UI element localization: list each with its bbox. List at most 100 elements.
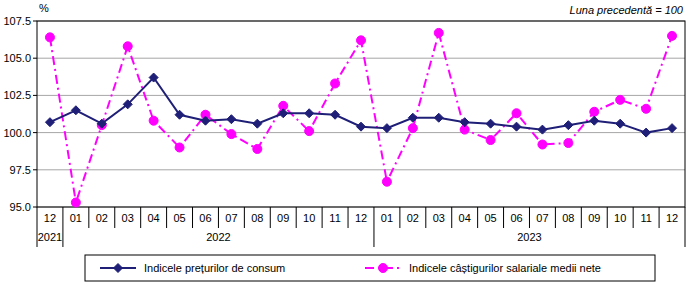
x-tick-label: 09	[588, 212, 600, 224]
year-label: 2022	[206, 231, 230, 243]
x-tick	[270, 207, 271, 228]
x-tick	[477, 207, 478, 228]
grid-line	[37, 132, 685, 133]
y-tick	[33, 95, 37, 96]
x-tick-label: 10	[614, 212, 626, 224]
series-marker	[175, 110, 184, 119]
series-marker	[486, 119, 495, 128]
y-tick-label: 95.0	[10, 201, 31, 213]
series-marker	[123, 42, 132, 51]
series-marker	[305, 109, 314, 118]
x-tick	[322, 207, 323, 228]
legend-marker	[379, 264, 388, 273]
series-marker	[434, 113, 443, 122]
series-marker	[45, 33, 54, 42]
x-tick-label: 12	[355, 212, 367, 224]
x-tick	[114, 207, 115, 228]
x-tick-label: 01	[381, 212, 393, 224]
legend-label: Indicele prețurilor de consum	[144, 262, 285, 274]
series-line	[50, 78, 672, 133]
series-marker	[357, 36, 366, 45]
x-tick	[581, 207, 582, 228]
x-tick	[192, 207, 193, 228]
series-marker	[227, 130, 236, 139]
x-tick	[685, 207, 686, 247]
x-tick	[88, 207, 89, 228]
legend-marker	[114, 264, 123, 273]
grid-line	[37, 95, 685, 96]
x-tick-label: 12	[44, 212, 56, 224]
x-tick-label: 03	[433, 212, 445, 224]
series-marker	[616, 119, 625, 128]
series-marker	[642, 128, 651, 137]
series-marker	[305, 127, 314, 136]
y-tick	[33, 132, 37, 133]
series-marker	[71, 106, 80, 115]
x-tick-label: 04	[148, 212, 160, 224]
series-marker	[616, 95, 625, 104]
series-marker	[357, 122, 366, 131]
series-marker	[331, 79, 340, 88]
x-tick-label: 07	[225, 212, 237, 224]
x-tick-label: 06	[199, 212, 211, 224]
series-marker	[279, 109, 288, 118]
x-tick	[140, 207, 141, 228]
series-marker	[175, 143, 184, 152]
x-tick	[62, 207, 63, 247]
series-marker	[382, 177, 391, 186]
y-tick	[33, 169, 37, 170]
y-tick-label: 100.0	[3, 127, 31, 139]
legend: Indicele prețurilor de consum Indicele câ…	[85, 255, 655, 281]
subtitle: Luna precedentă = 100	[570, 4, 684, 16]
x-tick-label: 11	[640, 212, 651, 224]
series-marker	[149, 73, 158, 82]
x-tick	[451, 207, 452, 228]
y-tick	[33, 207, 37, 208]
series-marker	[538, 125, 547, 134]
y-tick-label: 105.0	[3, 52, 31, 64]
x-tick-label: 06	[510, 212, 522, 224]
series-marker	[512, 109, 521, 118]
x-tick-label: 01	[70, 212, 82, 224]
x-tick	[659, 207, 660, 228]
series-marker	[71, 198, 80, 207]
year-label: 2021	[38, 231, 62, 243]
series-marker	[590, 107, 599, 116]
x-tick-label: 05	[484, 212, 496, 224]
series-marker	[45, 118, 54, 127]
x-tick-label: 04	[459, 212, 471, 224]
chart: 95.097.5100.0102.5105.0107.5120102030405…	[0, 0, 690, 285]
series-marker	[253, 119, 262, 128]
x-tick	[166, 207, 167, 228]
series-marker	[331, 110, 340, 119]
series-marker	[382, 124, 391, 133]
x-tick	[607, 207, 608, 228]
series-marker	[227, 115, 236, 124]
y-tick-label: 97.5	[10, 164, 31, 176]
legend-box	[85, 255, 655, 281]
series-marker	[123, 100, 132, 109]
x-tick	[503, 207, 504, 228]
series-marker	[564, 121, 573, 130]
x-tick	[555, 207, 556, 228]
x-tick	[373, 207, 374, 247]
series-marker	[201, 116, 210, 125]
series-marker	[149, 116, 158, 125]
grid-line	[37, 169, 685, 170]
x-tick	[529, 207, 530, 228]
x-tick-label: 12	[666, 212, 678, 224]
series-marker	[538, 140, 547, 149]
series-marker	[642, 104, 651, 113]
series-marker	[668, 31, 677, 40]
plot-marks	[45, 28, 676, 207]
y-axis-label: %	[39, 2, 49, 14]
grid-line	[37, 58, 685, 59]
legend-label: Indicele câștigurilor salariale medii ne…	[409, 262, 601, 274]
x-tick-label: 07	[536, 212, 548, 224]
series-marker	[512, 122, 521, 131]
year-label: 2023	[517, 231, 541, 243]
x-tick	[348, 207, 349, 228]
x-tick	[296, 207, 297, 228]
x-tick	[244, 207, 245, 228]
series-marker	[590, 116, 599, 125]
